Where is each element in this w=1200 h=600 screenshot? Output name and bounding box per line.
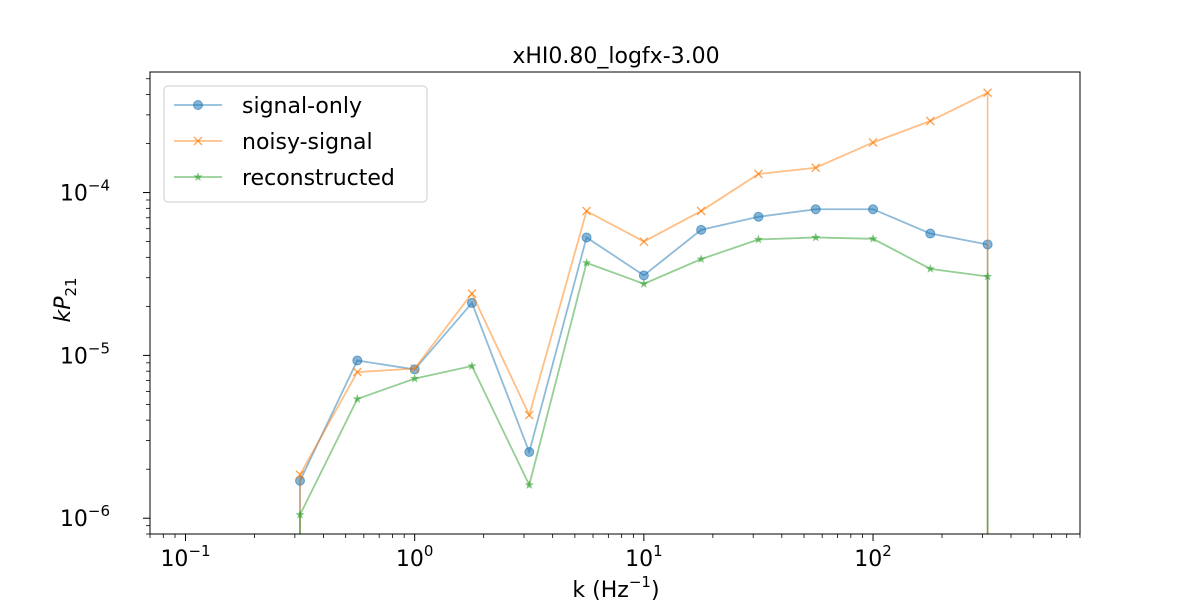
x-tick-label-base: 10 bbox=[625, 547, 653, 572]
x-tick-label: 100 bbox=[396, 542, 434, 572]
legend-item-reconstructed: reconstructed bbox=[174, 166, 395, 191]
series-signal-only bbox=[295, 204, 993, 534]
legend-marker bbox=[193, 100, 203, 110]
data-point bbox=[524, 410, 534, 420]
x-tick-label-base: 10 bbox=[160, 547, 188, 572]
data-point bbox=[811, 163, 821, 173]
x-axis-label-end: ) bbox=[651, 578, 660, 600]
y-tick-label-exp: −4 bbox=[88, 177, 110, 195]
data-point bbox=[811, 232, 821, 242]
x-tick-label-base: 10 bbox=[396, 547, 424, 572]
legend-marker bbox=[193, 172, 203, 181]
y-tick-label-exp: −6 bbox=[88, 502, 110, 520]
data-point bbox=[352, 394, 362, 403]
data-point bbox=[295, 470, 305, 480]
x-tick-label-exp: 1 bbox=[653, 542, 663, 560]
data-point bbox=[753, 234, 763, 244]
plot-frame bbox=[149, 71, 1081, 535]
data-point bbox=[582, 206, 592, 216]
data-point bbox=[868, 204, 879, 215]
y-tick-label-base: 10 bbox=[60, 182, 88, 207]
y-tick-label: 10−5 bbox=[60, 339, 110, 369]
data-point bbox=[639, 237, 649, 247]
data-point bbox=[868, 137, 878, 147]
y-axis-label-sub: 21 bbox=[62, 277, 80, 296]
data-point bbox=[753, 169, 763, 179]
data-point bbox=[868, 234, 878, 243]
data-point bbox=[639, 279, 649, 288]
data-point bbox=[696, 254, 706, 264]
x-tick-label-exp: −1 bbox=[188, 542, 210, 560]
x-tick-label-exp: 2 bbox=[882, 542, 892, 560]
data-point bbox=[352, 355, 363, 366]
x-axis-label-sup: −1 bbox=[629, 573, 651, 591]
x-tick-label: 101 bbox=[625, 542, 663, 572]
y-axis-label-main: kP bbox=[51, 296, 76, 323]
x-tick-label-base: 10 bbox=[854, 547, 882, 572]
x-axis-label: k (Hz−1) bbox=[572, 573, 659, 600]
x-axis-label-text: k (Hz bbox=[572, 578, 628, 600]
x-tick-label: 10−1 bbox=[160, 542, 210, 572]
y-tick-label: 10−4 bbox=[60, 177, 110, 207]
data-point bbox=[524, 480, 534, 489]
y-tick-label-base: 10 bbox=[60, 344, 88, 369]
plot-marks bbox=[295, 88, 993, 534]
data-point bbox=[581, 232, 592, 243]
y-tick-label-base: 10 bbox=[60, 507, 88, 532]
y-tick-label: 10−6 bbox=[60, 502, 110, 532]
data-point bbox=[410, 364, 420, 374]
data-point bbox=[753, 211, 764, 222]
data-point bbox=[696, 206, 706, 216]
data-point bbox=[524, 447, 535, 458]
legend-label: noisy-signal bbox=[242, 130, 373, 155]
data-point bbox=[467, 288, 477, 298]
legend: signal-only noisy-signal reconstructed bbox=[163, 85, 428, 203]
data-point bbox=[696, 224, 707, 235]
data-point bbox=[925, 228, 936, 239]
data-point bbox=[352, 367, 362, 377]
data-point bbox=[810, 204, 821, 215]
x-tick-label-exp: 0 bbox=[424, 542, 434, 560]
legend-box bbox=[163, 85, 428, 203]
legend-item-signal-only: signal-only bbox=[174, 94, 362, 119]
legend-label: reconstructed bbox=[242, 166, 395, 191]
data-point bbox=[983, 88, 993, 98]
series-line bbox=[299, 208, 988, 482]
data-point bbox=[467, 361, 477, 370]
data-point bbox=[638, 270, 649, 281]
data-point bbox=[295, 509, 305, 519]
chart-title: xHI0.80_logfx-3.00 bbox=[512, 44, 719, 69]
legend-marker bbox=[193, 136, 203, 146]
data-point bbox=[925, 264, 935, 273]
data-point bbox=[410, 373, 420, 383]
data-point bbox=[983, 271, 993, 281]
data-point bbox=[581, 258, 592, 267]
data-point bbox=[925, 116, 935, 126]
series-reconstructed bbox=[295, 232, 993, 534]
x-tick-label: 102 bbox=[854, 542, 892, 572]
y-axis-label: kP21 bbox=[51, 277, 80, 322]
legend-label: signal-only bbox=[242, 94, 362, 119]
legend-item-noisy-signal: noisy-signal bbox=[174, 130, 373, 155]
y-tick-label-exp: −5 bbox=[88, 339, 110, 357]
